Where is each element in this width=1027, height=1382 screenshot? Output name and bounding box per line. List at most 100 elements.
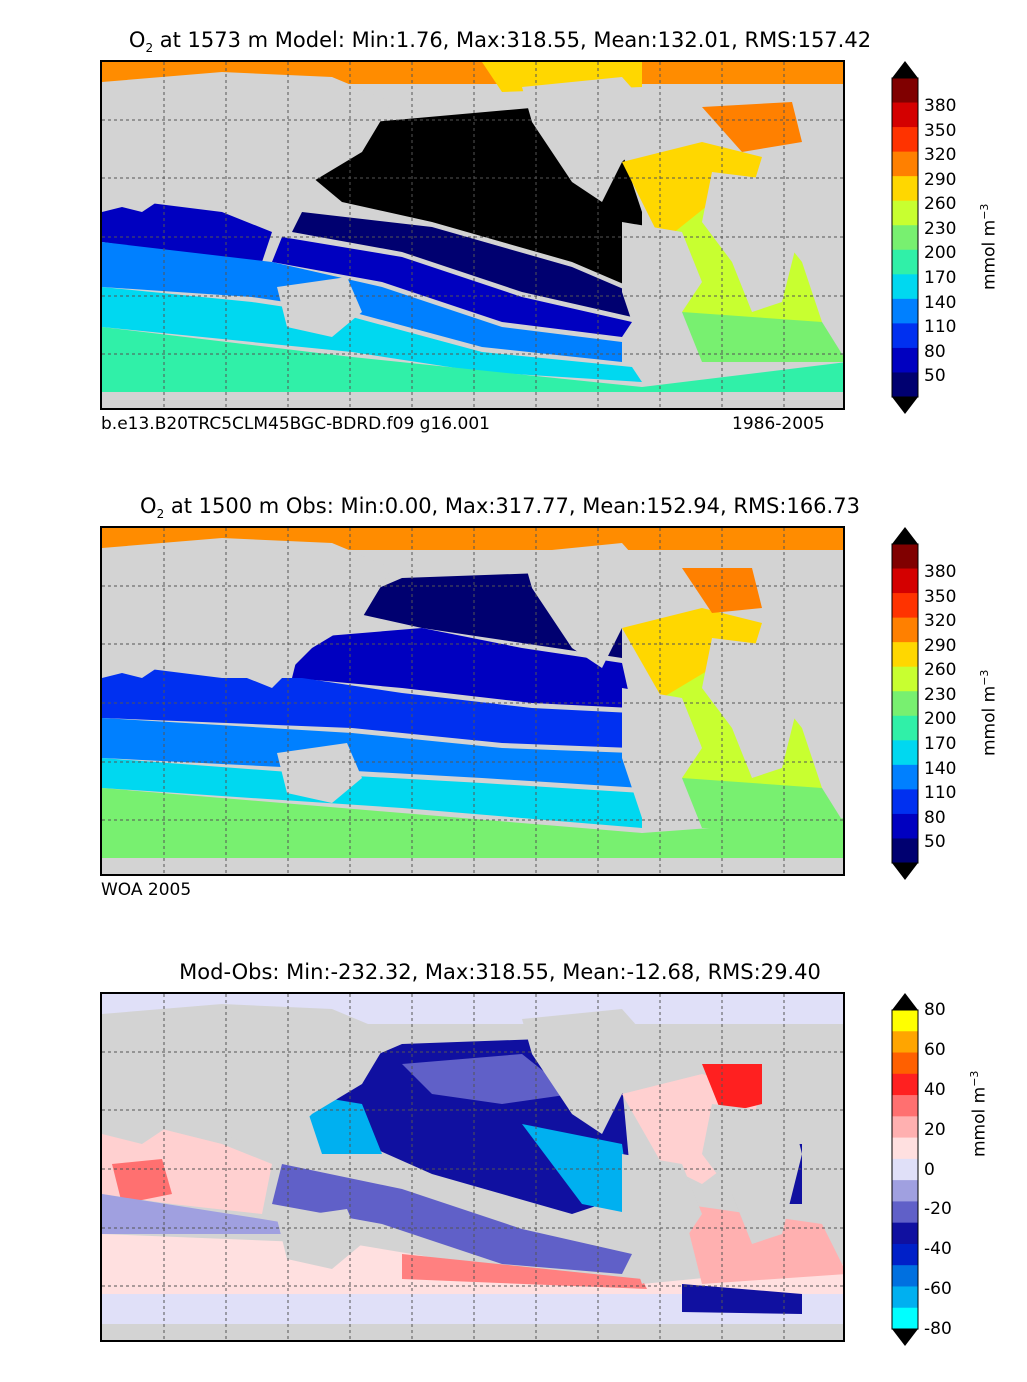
colorbar-segment bbox=[892, 1137, 918, 1160]
colorbar-tick-label: 20 bbox=[924, 1119, 946, 1140]
colorbar-segment bbox=[892, 715, 918, 741]
colorbar-segment bbox=[892, 298, 918, 324]
panel-diff: Mod-Obs: Min:-232.32, Max:318.55, Mean:-… bbox=[0, 932, 1027, 1382]
colorbar-tick-label: 380 bbox=[924, 562, 957, 583]
colorbar-tick-label: 80 bbox=[924, 1000, 946, 1020]
panel-title: O2 at 1573 m Model: Min:1.76, Max:318.55… bbox=[128, 28, 872, 56]
colorbar-extend-max bbox=[892, 527, 918, 544]
colorbar-segment bbox=[892, 225, 918, 251]
map-diff bbox=[100, 992, 845, 1342]
colorbar-segment bbox=[892, 151, 918, 177]
colorbar-tick-label: 0 bbox=[924, 1159, 935, 1180]
colorbar-segment bbox=[892, 200, 918, 226]
colorbar-segment bbox=[892, 127, 918, 153]
colorbar-tick-label: 50 bbox=[924, 366, 946, 387]
unit-label: mmol m−3 bbox=[978, 669, 1000, 756]
run-id-label: b.e13.B20TRC5CLM45BGC-BDRD.f09 g16.001 bbox=[101, 414, 490, 434]
map-graphic bbox=[102, 62, 843, 408]
colorbar-tick-label: -80 bbox=[924, 1319, 952, 1339]
colorbar-tick-label: 260 bbox=[924, 660, 957, 681]
map-graphic bbox=[102, 994, 843, 1340]
colorbar-graphic bbox=[891, 527, 919, 880]
colorbar-segment bbox=[892, 1222, 918, 1245]
colorbar-segment bbox=[892, 176, 918, 202]
colorbar-tick-label: 200 bbox=[924, 243, 957, 264]
colorbar-segment bbox=[892, 1031, 918, 1054]
colorbar-segment bbox=[892, 568, 918, 594]
colorbar-segment bbox=[892, 1158, 918, 1181]
colorbar-segment bbox=[892, 813, 918, 839]
colorbar-tick-label: 230 bbox=[924, 218, 957, 239]
colorbar-segment bbox=[892, 347, 918, 373]
colorbar-segment bbox=[892, 1243, 918, 1266]
colorbar-tick-label: 170 bbox=[924, 733, 957, 754]
colorbar-segment bbox=[892, 1116, 918, 1139]
colorbar-segment bbox=[892, 593, 918, 619]
colorbar-frame bbox=[891, 1009, 919, 1330]
colorbar-tick-label: 320 bbox=[924, 611, 957, 632]
colorbar-tick-label: 170 bbox=[924, 267, 957, 288]
colorbar-tick-label: 140 bbox=[924, 758, 957, 779]
unit-label: mmol m−3 bbox=[978, 203, 1000, 290]
panel-model: O2 at 1573 m Model: Min:1.76, Max:318.55… bbox=[0, 0, 1027, 450]
source-label: WOA 2005 bbox=[101, 880, 192, 900]
colorbar-segment bbox=[892, 78, 918, 104]
colorbar-segment bbox=[892, 249, 918, 275]
colorbar-segment bbox=[892, 102, 918, 128]
colorbar-segment bbox=[892, 1180, 918, 1202]
colorbar bbox=[890, 992, 920, 1351]
colorbar-segment bbox=[892, 1052, 918, 1075]
unit-label: mmol m−3 bbox=[968, 1070, 990, 1157]
colorbar-segment bbox=[892, 789, 918, 815]
colorbar-segment bbox=[892, 617, 918, 643]
colorbar-tick-label: 320 bbox=[924, 145, 957, 166]
colorbar-tick-label: 60 bbox=[924, 1039, 946, 1060]
colorbar-segment bbox=[892, 666, 918, 692]
colorbar-tick-label: 200 bbox=[924, 709, 957, 730]
colorbar-tick-label: -20 bbox=[924, 1199, 952, 1220]
colorbar-segment bbox=[892, 1201, 918, 1224]
colorbar-segment bbox=[892, 764, 918, 790]
colorbar-tick-label: 350 bbox=[924, 120, 957, 141]
colorbar-extend-min bbox=[892, 863, 918, 880]
colorbar-tick-label: 350 bbox=[924, 586, 957, 607]
colorbar-tick-label: 40 bbox=[924, 1079, 946, 1100]
colorbar-segment bbox=[892, 372, 918, 398]
panel-title: Mod-Obs: Min:-232.32, Max:318.55, Mean:-… bbox=[179, 960, 821, 984]
colorbar-segment bbox=[892, 1095, 918, 1117]
colorbar-tick-label: 50 bbox=[924, 832, 946, 853]
colorbar-tick-label: 290 bbox=[924, 635, 957, 656]
colorbar-tick-label: 80 bbox=[924, 341, 946, 362]
colorbar-tick-label: -60 bbox=[924, 1279, 952, 1300]
colorbar-tick-label: 110 bbox=[924, 317, 957, 338]
colorbar-segment bbox=[892, 544, 918, 570]
panel-title: O2 at 1500 m Obs: Min:0.00, Max:317.77, … bbox=[140, 494, 860, 522]
colorbar-segment bbox=[892, 1265, 918, 1287]
colorbar-extend-min bbox=[892, 397, 918, 414]
panel-obs: O2 at 1500 m Obs: Min:0.00, Max:317.77, … bbox=[0, 466, 1027, 916]
colorbar-tick-label: 260 bbox=[924, 194, 957, 215]
colorbar-tick-label: 80 bbox=[924, 807, 946, 828]
map-graphic bbox=[102, 528, 843, 874]
colorbar-segment bbox=[892, 1307, 918, 1330]
period-label: 1986-2005 bbox=[732, 414, 825, 434]
colorbar bbox=[890, 526, 920, 885]
colorbar-extend-max bbox=[892, 993, 918, 1010]
colorbar-segment bbox=[892, 740, 918, 766]
colorbar-tick-label: 140 bbox=[924, 292, 957, 313]
colorbar-graphic bbox=[891, 61, 919, 414]
colorbar-segment bbox=[892, 274, 918, 300]
colorbar bbox=[890, 60, 920, 419]
colorbar-tick-label: 110 bbox=[924, 783, 957, 804]
colorbar-tick-label: -40 bbox=[924, 1239, 952, 1260]
colorbar-tick-label: 230 bbox=[924, 684, 957, 705]
colorbar-segment bbox=[892, 691, 918, 717]
colorbar-tick-label: 290 bbox=[924, 169, 957, 190]
colorbar-tick-label: 380 bbox=[924, 96, 957, 117]
colorbar-extend-max bbox=[892, 61, 918, 78]
colorbar-graphic bbox=[891, 993, 919, 1346]
colorbar-frame bbox=[891, 77, 919, 398]
colorbar-extend-min bbox=[892, 1329, 918, 1346]
colorbar-segment bbox=[892, 323, 918, 349]
colorbar-segment bbox=[892, 838, 918, 864]
